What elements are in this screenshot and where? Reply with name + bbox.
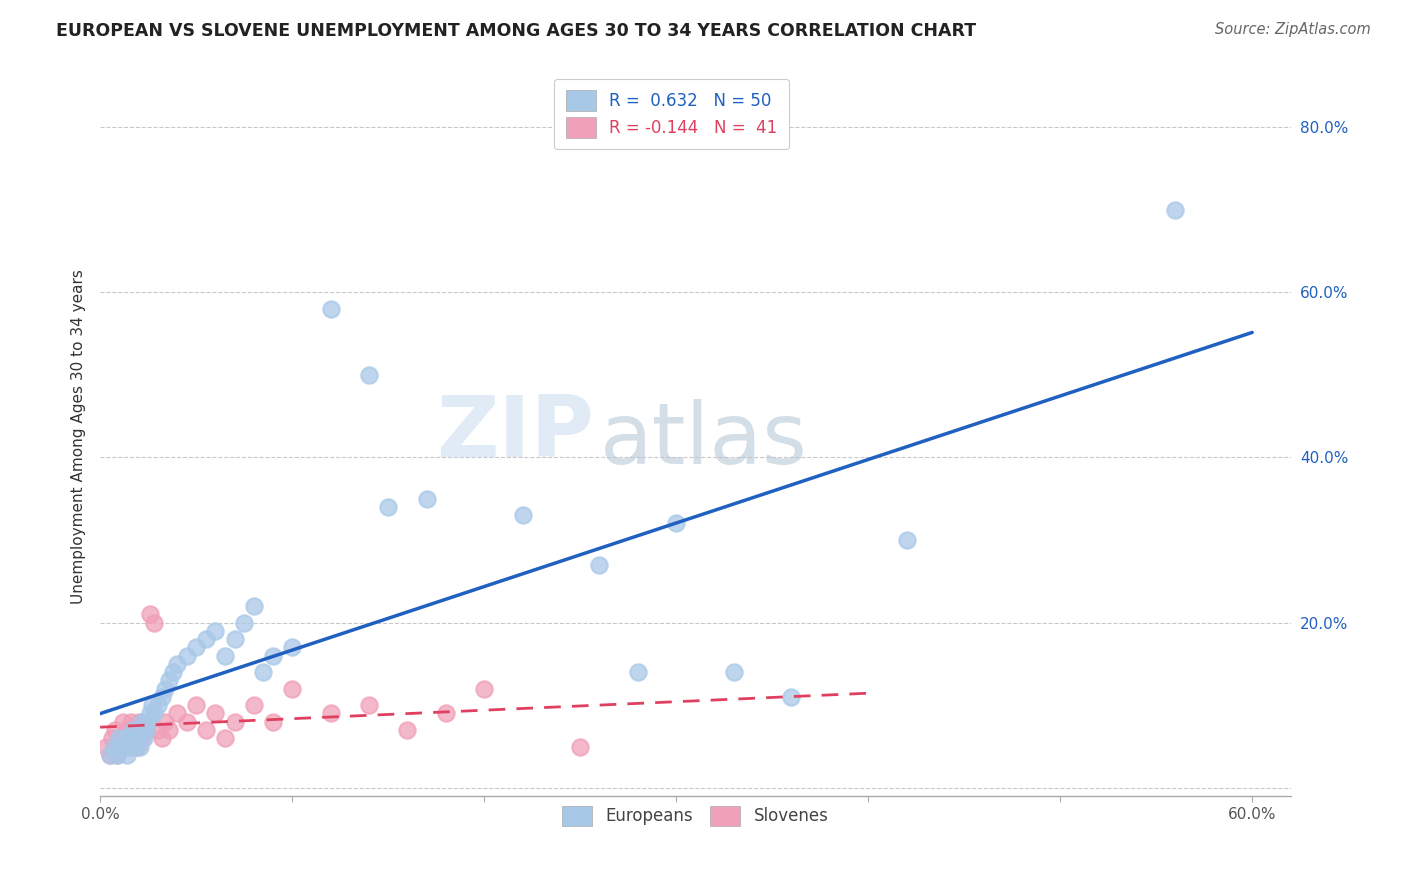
Point [150,690,173,704]
Point [415,491,437,506]
Point [108,731,131,746]
Point [588,558,610,572]
Text: Source: ZipAtlas.com: Source: ZipAtlas.com [1215,22,1371,37]
Point [569,739,592,754]
Point [166,706,188,721]
Point [124,723,146,737]
Point [142,615,165,630]
Point [665,516,688,531]
Point [118,739,141,754]
Point [103,739,125,754]
Point [115,723,138,737]
Point [396,723,419,737]
Point [512,508,534,523]
Point [184,698,207,713]
Point [108,731,131,746]
Point [155,681,177,696]
Point [357,698,380,713]
Point [242,698,264,713]
Point [120,731,142,746]
Point [112,739,135,754]
Point [114,731,136,746]
Point [157,723,180,737]
Point [146,698,169,713]
Y-axis label: Unemployment Among Ages 30 to 34 years: Unemployment Among Ages 30 to 34 years [72,269,86,604]
Point [139,607,162,622]
Point [224,714,246,729]
Point [319,301,342,316]
Point [104,723,127,737]
Point [252,665,274,680]
Point [98,747,121,762]
Point [233,615,256,630]
Point [131,731,153,746]
Point [281,640,304,655]
Point [128,714,150,729]
Point [319,706,342,721]
Point [281,681,304,696]
Legend: Europeans, Slovenes: Europeans, Slovenes [554,797,837,835]
Point [103,739,125,754]
Point [141,698,163,713]
Point [155,714,177,729]
Point [377,500,399,514]
Point [157,673,180,688]
Point [166,657,188,671]
Point [472,681,495,696]
Point [627,665,650,680]
Point [214,648,236,663]
Point [128,723,150,737]
Point [224,632,246,647]
Point [129,739,152,754]
Point [100,731,122,746]
Point [125,731,148,746]
Point [135,723,157,737]
Point [115,747,138,762]
Point [121,723,143,737]
Point [112,714,135,729]
Point [723,665,745,680]
Point [262,648,284,663]
Point [194,723,217,737]
Point [118,739,141,754]
Point [142,706,165,721]
Point [124,739,146,754]
Point [434,706,457,721]
Text: EUROPEAN VS SLOVENE UNEMPLOYMENT AMONG AGES 30 TO 34 YEARS CORRELATION CHART: EUROPEAN VS SLOVENE UNEMPLOYMENT AMONG A… [56,22,976,40]
Point [204,706,226,721]
Point [98,747,121,762]
Point [139,706,162,721]
Point [204,624,226,638]
Point [107,747,129,762]
Point [114,731,136,746]
Point [176,648,198,663]
Point [94,739,117,754]
Point [134,731,156,746]
Point [214,731,236,746]
Point [780,690,803,704]
Point [1164,202,1187,217]
Point [146,723,169,737]
Point [135,723,157,737]
Point [896,533,918,547]
Point [120,714,142,729]
Text: atlas: atlas [600,399,808,482]
Point [184,640,207,655]
Point [194,632,217,647]
Point [107,747,129,762]
Point [125,739,148,754]
Point [110,739,132,754]
Point [150,731,173,746]
Point [136,714,159,729]
Point [262,714,284,729]
Text: ZIP: ZIP [436,392,595,475]
Point [357,368,380,382]
Point [131,714,153,729]
Point [121,731,143,746]
Point [162,665,184,680]
Point [176,714,198,729]
Point [242,599,264,613]
